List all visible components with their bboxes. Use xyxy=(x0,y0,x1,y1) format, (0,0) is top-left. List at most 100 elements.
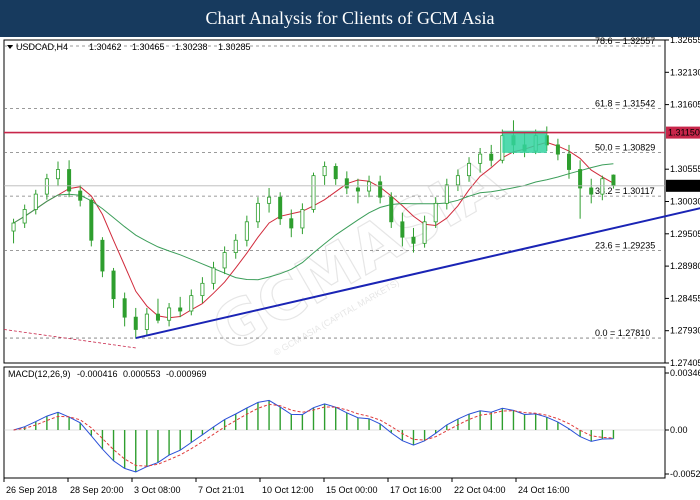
candle-body xyxy=(378,181,383,198)
candle-body xyxy=(367,181,372,192)
candle-body xyxy=(111,270,116,300)
candle-body xyxy=(467,162,472,177)
candle-body xyxy=(422,221,427,244)
fib-label: 38.2 = 1.30117 xyxy=(595,186,655,196)
price-tick-label: 1.27405 xyxy=(670,358,700,368)
macd-axis: 0.00346 0.00 -0.00526 xyxy=(665,368,700,479)
fib-label: 50.0 = 1.30829 xyxy=(595,142,655,152)
time-tick-label: 7 Oct 21:01 xyxy=(198,485,245,495)
price-tick-label: 1.28980 xyxy=(670,261,700,271)
dropdown-triangle-icon[interactable] xyxy=(7,45,13,49)
macd-tick-top: 0.00346 xyxy=(670,368,700,378)
fibonacci-levels: 78.6 = 1.32557 61.8 = 1.31542 50.0 = 1.308… xyxy=(4,37,665,339)
candle-body xyxy=(167,307,172,321)
chart-banner: Chart Analysis for Clients of GCM Asia xyxy=(0,0,700,37)
candle-body xyxy=(589,187,594,195)
candle-body xyxy=(100,239,105,272)
price-marker-box xyxy=(666,179,700,192)
candle-body xyxy=(222,252,227,269)
candle-body xyxy=(267,196,272,204)
candle-body xyxy=(11,222,16,232)
macd-value-signal: 0.000553 xyxy=(123,369,161,379)
chart-overlays xyxy=(3,130,700,349)
fib-label: 78.6 = 1.32557 xyxy=(595,37,655,46)
candle-body xyxy=(155,313,160,321)
symbol-open: 1.30462 xyxy=(89,42,122,52)
macd-line xyxy=(13,399,614,473)
candle-body xyxy=(578,169,583,189)
price-marker-label: 1.31150 xyxy=(668,128,700,138)
time-axis: 26 Sep 2018 28 Sep 20:00 3 Oct 08:00 7 Oct … xyxy=(3,478,570,495)
candle-body xyxy=(178,307,183,312)
candle-body xyxy=(344,178,349,189)
candle-body xyxy=(78,190,83,201)
candle-body xyxy=(611,174,616,186)
symbol-close: 1.30285 xyxy=(218,42,251,52)
candle-body xyxy=(244,221,249,241)
fib-label: 23.6 = 1.29235 xyxy=(595,240,655,250)
symbol-name: USDCAD,H4 xyxy=(16,42,68,52)
candle-body xyxy=(189,295,194,312)
symbol-header: USDCAD,H4 1.30462 1.30465 1.30238 1.3028… xyxy=(7,42,251,52)
price-marker-label: 1.30285 xyxy=(668,181,700,191)
time-tick-label: 24 Oct 16:00 xyxy=(518,485,570,495)
price-tick-label: 1.29505 xyxy=(670,229,700,239)
candle-body xyxy=(289,218,294,229)
time-tick-label: 3 Oct 08:00 xyxy=(134,485,181,495)
candle-body xyxy=(555,144,560,155)
time-tick-label: 22 Oct 04:00 xyxy=(454,485,506,495)
symbol-high: 1.30465 xyxy=(132,42,165,52)
macd-panel xyxy=(3,366,666,479)
candle-body xyxy=(122,298,127,318)
macd-value-hist: -0.000969 xyxy=(166,369,207,379)
macd-series xyxy=(4,399,665,473)
candle-body xyxy=(311,175,316,210)
candle-body xyxy=(133,316,138,330)
macd-tick-mid: 0.00 xyxy=(670,425,688,435)
candle-body xyxy=(322,166,327,177)
candle-body xyxy=(33,193,38,210)
price-tick-label: 1.30555 xyxy=(670,164,700,174)
candle-body xyxy=(89,199,94,241)
candle-body xyxy=(211,267,216,284)
price-tick-label: 1.32655 xyxy=(670,37,700,45)
candle-body xyxy=(55,169,60,180)
candle-body xyxy=(600,178,605,195)
time-tick-label: 15 Oct 00:00 xyxy=(326,485,378,495)
candle-body xyxy=(278,196,283,220)
time-tick-label: 26 Sep 2018 xyxy=(6,485,57,495)
macd-value-main: -0.000416 xyxy=(77,369,118,379)
candle-body xyxy=(144,313,149,330)
candle-body xyxy=(455,175,460,186)
fib-label: 0.0 = 1.27810 xyxy=(595,328,650,338)
lower-dashed-line xyxy=(3,329,136,349)
candle-body xyxy=(355,187,360,192)
candle-body xyxy=(433,202,438,223)
candle-body xyxy=(333,166,338,180)
time-tick-label: 28 Sep 20:00 xyxy=(70,485,124,495)
banner-title: Chart Analysis for Clients of GCM Asia xyxy=(205,8,495,28)
macd-header: MACD(12,26,9) -0.000416 0.000553 -0.0009… xyxy=(8,369,207,379)
candle-body xyxy=(200,282,205,297)
price-tick-label: 1.31605 xyxy=(670,100,700,110)
candle-body xyxy=(255,202,260,223)
price-axis: 1.32655 1.32130 1.31605 1.31150 1.30555 1.302… xyxy=(665,37,700,368)
candle-body xyxy=(389,196,394,223)
candle-body xyxy=(22,209,27,224)
time-tick-label: 17 Oct 16:00 xyxy=(390,485,442,495)
candle-body xyxy=(400,221,405,238)
candle-body xyxy=(67,169,72,192)
fib-label: 61.8 = 1.31542 xyxy=(595,98,655,108)
moving-average-slow xyxy=(13,163,614,281)
macd-tick-bottom: -0.00526 xyxy=(670,469,700,479)
price-tick-label: 1.30030 xyxy=(670,197,700,207)
macd-label: MACD(12,26,9) xyxy=(8,369,71,379)
candle-body xyxy=(411,236,416,244)
candle-body xyxy=(489,153,494,161)
candle-body xyxy=(44,178,49,195)
symbol-low: 1.30238 xyxy=(175,42,208,52)
price-panel xyxy=(3,39,666,364)
candle-body xyxy=(478,153,483,164)
chart-area[interactable]: GCMASIA © GCM ASIA (CAPITAL MARKETS) 78.… xyxy=(0,37,700,500)
price-tick-label: 1.32130 xyxy=(670,67,700,77)
